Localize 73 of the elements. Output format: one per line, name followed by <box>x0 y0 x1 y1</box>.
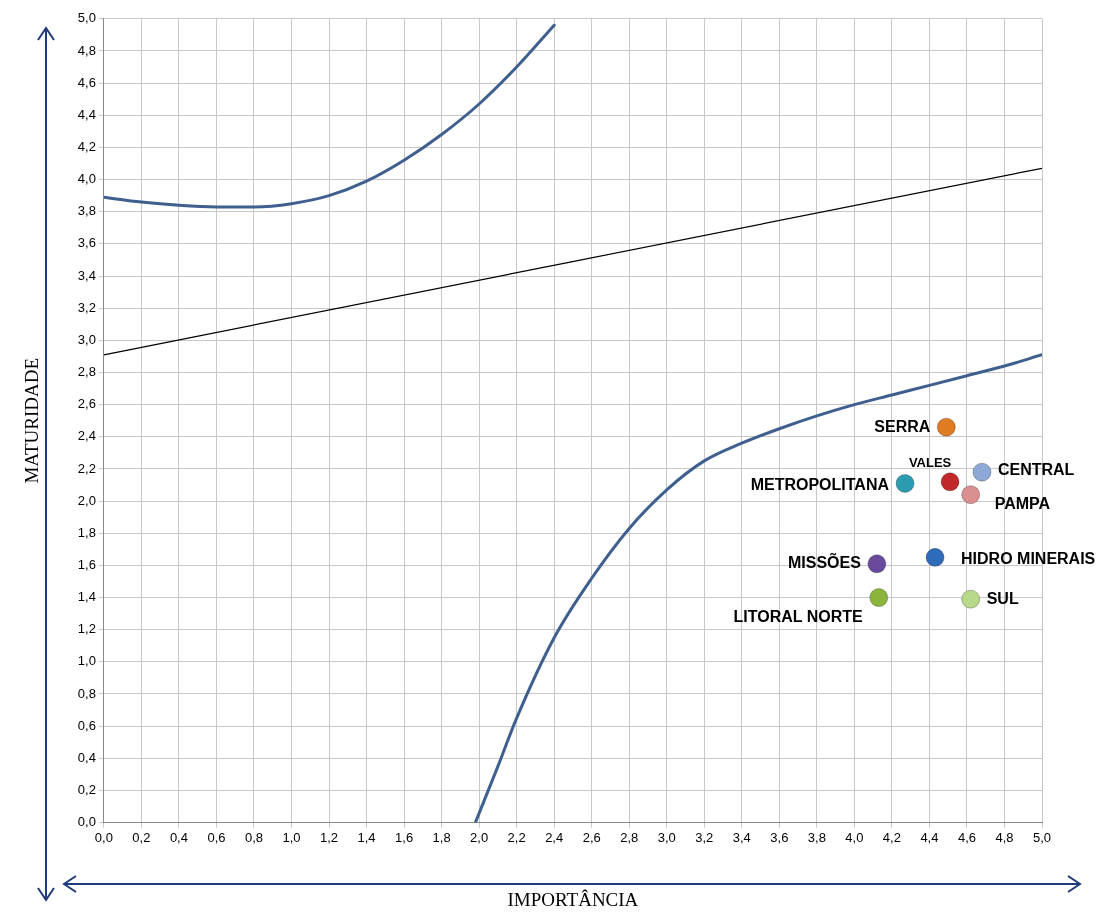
y-tick-label: 2,4 <box>77 428 96 444</box>
point <box>895 473 915 493</box>
y-tick-label: 1,8 <box>77 524 96 540</box>
series-label: METROPOLITANA <box>750 475 890 493</box>
x-tick-label: 0,2 <box>132 829 151 845</box>
series-label: SERRA <box>874 417 931 435</box>
line-series <box>103 23 556 209</box>
y-axis-title: MATURIDADE <box>21 357 43 484</box>
y-tick-label: 3,8 <box>77 203 96 219</box>
point <box>936 417 956 437</box>
y-tick-label: 3,2 <box>77 299 96 315</box>
y-tick-label: 0,6 <box>77 717 96 733</box>
y-tick-label: 0,2 <box>77 782 96 798</box>
x-tick-label: 2,8 <box>620 829 639 845</box>
y-tick-label: 2,8 <box>77 364 96 380</box>
series-label: LITORAL NORTE <box>733 607 864 625</box>
y-tick-label: 5,0 <box>77 10 96 26</box>
y-tick-label: 4,0 <box>77 171 96 187</box>
point <box>925 547 945 567</box>
x-tick-label: 1,0 <box>282 829 301 845</box>
point <box>972 462 992 482</box>
series-label: MISSÕES <box>787 552 862 572</box>
point <box>940 472 960 492</box>
y-tick-label: 4,2 <box>77 138 96 154</box>
x-tick-label: 3,0 <box>657 829 676 845</box>
x-tick-label: 2,0 <box>470 829 489 845</box>
y-tick-label: 3,0 <box>77 331 96 347</box>
x-tick-label: 4,0 <box>845 829 864 845</box>
x-tick-label: 4,4 <box>920 829 939 845</box>
y-tick-label: 1,6 <box>77 556 96 572</box>
x-tick-label: 1,4 <box>357 829 376 845</box>
x-tick-label: 4,8 <box>995 829 1014 845</box>
y-tick-label: 1,0 <box>77 653 96 669</box>
y-tick-label: 3,6 <box>77 235 96 251</box>
y-tick-label: 0,0 <box>77 814 96 830</box>
y-tick-label: 3,4 <box>77 267 96 283</box>
point <box>961 485 981 505</box>
x-tick-label: 2,2 <box>507 829 526 845</box>
series-label: HIDRO MINERAIS <box>961 549 1096 567</box>
y-tick-label: 4,8 <box>77 42 96 58</box>
x-tick-label: 4,2 <box>882 829 901 845</box>
x-tick-label: 3,4 <box>732 829 751 845</box>
series-label: SUL <box>986 589 1019 607</box>
series-label: PAMPA <box>994 495 1051 513</box>
x-tick-label: 1,2 <box>319 829 339 845</box>
series-label: VALES <box>908 455 952 471</box>
y-tick-label: 1,4 <box>77 589 96 605</box>
series-label: CENTRAL <box>997 460 1075 478</box>
y-tick-label: 2,0 <box>77 492 96 508</box>
x-tick-label: 3,6 <box>770 829 789 845</box>
x-tick-label: 3,2 <box>695 829 714 845</box>
x-tick-label: 4,6 <box>957 829 976 845</box>
point <box>869 588 889 608</box>
x-tick-label: 1,6 <box>395 829 414 845</box>
x-tick-label: 1,8 <box>432 829 451 845</box>
y-tick-label: 0,8 <box>77 685 96 701</box>
y-tick-label: 0,4 <box>77 749 96 765</box>
y-tick-label: 2,6 <box>77 396 96 412</box>
x-tick-label: 0,8 <box>244 829 264 845</box>
point <box>961 589 981 609</box>
y-tick-label: 2,2 <box>77 460 96 476</box>
point <box>867 554 887 574</box>
y-tick-label: 4,6 <box>77 74 96 90</box>
y-tick-label: 1,2 <box>77 621 96 637</box>
x-tick-label: 2,4 <box>545 829 564 845</box>
x-tick-label: 5,0 <box>1032 829 1052 845</box>
y-tick-label: 4,4 <box>77 106 96 122</box>
x-axis-title: IMPORTÂNCIA <box>507 888 639 910</box>
x-tick-label: 3,8 <box>807 829 826 845</box>
x-tick-label: 0,6 <box>207 829 226 845</box>
x-tick-label: 2,6 <box>582 829 601 845</box>
x-tick-label: 0,4 <box>169 829 188 845</box>
x-tick-label: 0,0 <box>94 829 113 845</box>
